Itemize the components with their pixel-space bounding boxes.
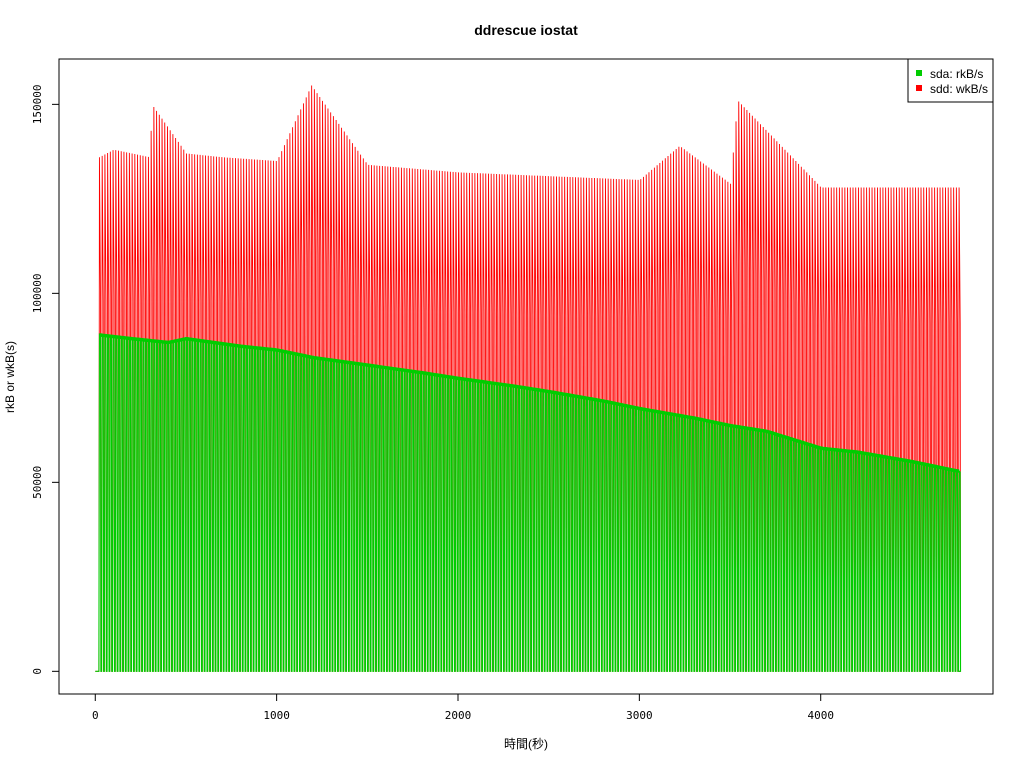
legend-label-sda: sda: rkB/s	[930, 67, 983, 81]
legend-swatch-sda	[916, 70, 922, 76]
y-tick-label: 0	[31, 668, 44, 675]
x-tick-label: 1000	[263, 709, 290, 722]
y-axis: 0 50000 100000 150000	[31, 84, 60, 675]
x-tick-label: 0	[92, 709, 99, 722]
chart-title: ddrescue iostat	[474, 22, 578, 38]
x-axis-label: 時間(秒)	[504, 737, 548, 751]
x-tick-label: 3000	[626, 709, 653, 722]
y-tick-label: 150000	[31, 84, 44, 124]
legend-swatch-sdd	[916, 85, 922, 91]
y-tick-label: 50000	[31, 466, 44, 499]
y-axis-label: rkB or wkB(s)	[3, 341, 17, 413]
legend-label-sdd: sdd: wkB/s	[930, 82, 988, 96]
legend-box	[907, 58, 994, 103]
x-tick-label: 4000	[807, 709, 834, 722]
x-tick-label: 2000	[445, 709, 472, 722]
legend: sda: rkB/s sdd: wkB/s	[907, 58, 994, 103]
series-sda-plateau	[99, 333, 960, 473]
series-layer	[95, 85, 962, 672]
x-axis: 0 1000 2000 3000 4000	[92, 693, 834, 722]
y-tick-label: 100000	[31, 273, 44, 313]
